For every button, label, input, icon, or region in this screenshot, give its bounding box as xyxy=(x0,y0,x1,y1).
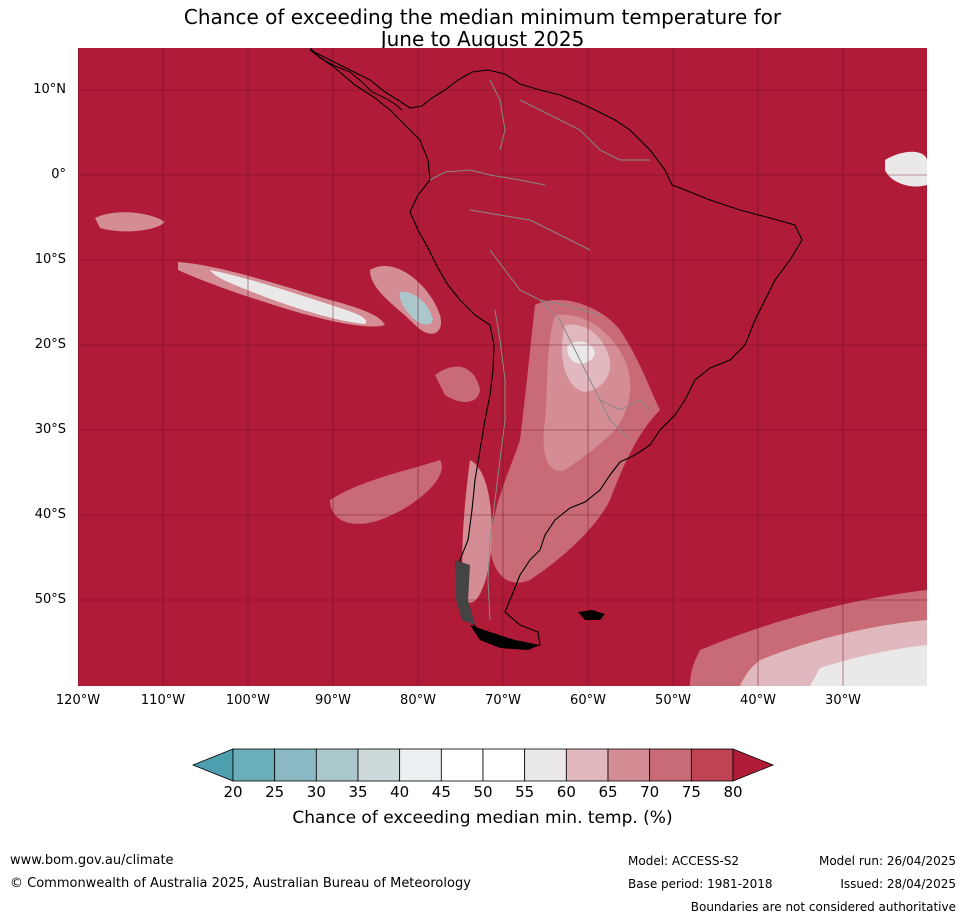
disclaimer-text: Boundaries are not considered authoritat… xyxy=(690,900,956,914)
south-america-coastline xyxy=(309,49,803,649)
lat-label: 10°S xyxy=(34,252,66,267)
lon-label: 100°W xyxy=(225,693,271,708)
colorbar-tick-label: 70 xyxy=(640,783,660,801)
model-text: Model: ACCESS-S2 xyxy=(628,854,740,868)
lon-label: 30°W xyxy=(825,693,861,708)
anomaly-pacific-streak-inner xyxy=(210,270,367,324)
map-background xyxy=(78,48,927,686)
colorbar-segment xyxy=(482,748,526,782)
map-title-line-1: Chance of exceeding the median minimum t… xyxy=(183,5,782,29)
anomaly-chile-offshore xyxy=(435,366,480,402)
lon-label: 60°W xyxy=(570,693,606,708)
lon-label: 110°W xyxy=(140,693,186,708)
colorbar-segment xyxy=(315,748,359,782)
anomaly-galapagos xyxy=(95,212,165,232)
lat-label: 20°S xyxy=(34,337,66,352)
colorbar-segment xyxy=(607,748,651,782)
anomaly-south-atlantic-core xyxy=(810,645,927,686)
lat-label: 10°N xyxy=(33,82,66,97)
colorbar-tick-label: 45 xyxy=(431,783,451,801)
base-period-text: Base period: 1981-2018 xyxy=(628,877,773,891)
country-borders xyxy=(429,79,651,621)
colorbar-tick-label: 50 xyxy=(473,783,493,801)
lon-label: 50°W xyxy=(655,693,691,708)
falkland-islands xyxy=(578,610,605,620)
anomaly-atlantic-east xyxy=(885,151,927,187)
colorbar-extend-low xyxy=(191,748,234,782)
colorbar-tick-label: 75 xyxy=(681,783,701,801)
colorbar-tick-label: 30 xyxy=(306,783,326,801)
colorbar-segment xyxy=(232,748,276,782)
colorbar-tick-label: 25 xyxy=(265,783,285,801)
copyright-text: © Commonwealth of Australia 2025, Austra… xyxy=(10,876,471,891)
colorbar-tick-label: 80 xyxy=(723,783,743,801)
colorbar-tick-label: 35 xyxy=(348,783,368,801)
colorbar-extend-high xyxy=(732,748,775,782)
colorbar-tick-label: 40 xyxy=(390,783,410,801)
anomaly-peru-core xyxy=(399,291,433,325)
colorbar-segment xyxy=(690,748,734,782)
colorbar-segment xyxy=(357,748,401,782)
colorbar-tick-label: 20 xyxy=(223,783,243,801)
lon-label: 120°W xyxy=(55,693,101,708)
colorbar-segment xyxy=(440,748,484,782)
colorbar-tick-label: 55 xyxy=(515,783,535,801)
lat-label: 50°S xyxy=(34,592,66,607)
anomaly-south-pacific xyxy=(330,460,442,524)
colorbar-segment xyxy=(274,748,317,782)
lon-label: 70°W xyxy=(485,693,521,708)
lon-label: 40°W xyxy=(740,693,776,708)
lat-label: 0° xyxy=(51,167,66,182)
lon-label: 80°W xyxy=(400,693,436,708)
colorbar-segment xyxy=(524,748,567,782)
colorbar-segment xyxy=(649,748,692,782)
colorbar-tick-label: 65 xyxy=(598,783,618,801)
graticule xyxy=(78,48,927,686)
central-america-coastline xyxy=(309,48,403,111)
map-title-line-2: June to August 2025 xyxy=(380,27,585,51)
model-run-text: Model run: 26/04/2025 xyxy=(818,854,956,868)
issued-text: Issued: 28/04/2025 xyxy=(840,877,956,891)
lat-label: 30°S xyxy=(34,422,66,437)
colorbar-tick-label: 60 xyxy=(556,783,576,801)
colorbar-segment xyxy=(399,748,442,782)
colorbar-segment xyxy=(565,748,609,782)
lon-label: 90°W xyxy=(315,693,351,708)
colorbar-segments xyxy=(191,748,775,782)
colorbar-label: Chance of exceeding median min. temp. (%… xyxy=(292,808,673,828)
lat-label: 40°S xyxy=(34,507,66,522)
chile-archipelago xyxy=(455,560,475,625)
tierra-del-fuego xyxy=(470,625,540,650)
website-link[interactable]: www.bom.gov.au/climate xyxy=(10,853,174,868)
